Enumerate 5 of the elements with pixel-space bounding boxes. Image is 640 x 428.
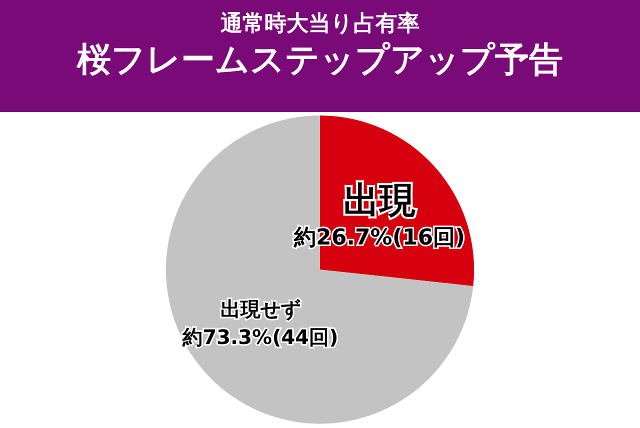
chart-title: 通常時大当り占有率 bbox=[220, 10, 420, 36]
slice-label: 出現せず bbox=[220, 297, 300, 322]
data-label: 約73.3%(44回) bbox=[182, 325, 338, 350]
slice-label: 出現 bbox=[344, 180, 416, 222]
chart-subtitle: 桜フレームステップアップ予告 bbox=[76, 40, 563, 80]
